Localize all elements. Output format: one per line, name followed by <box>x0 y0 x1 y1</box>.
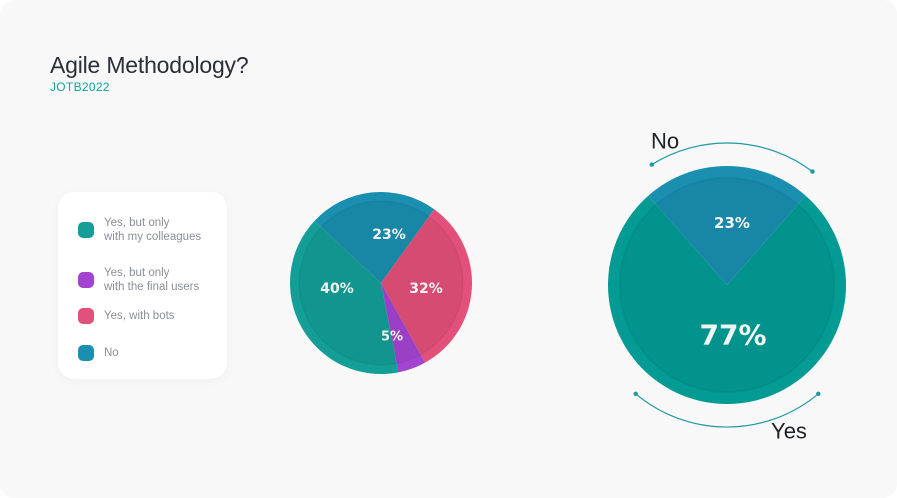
page-title: Agile Methodology? <box>50 52 249 78</box>
legend-swatch <box>78 308 94 324</box>
legend-label: Yes, with bots <box>104 310 175 322</box>
pie-chart-2: 23% 77% No Yes <box>608 129 847 444</box>
legend-label: Yes, but only with my colleagues <box>104 217 202 243</box>
pie-inner-ring <box>618 176 836 394</box>
category-label-no: No <box>651 129 679 154</box>
annotation-arc-dot <box>810 169 815 174</box>
legend-label: No <box>104 347 119 359</box>
pie-slice-shade <box>381 216 463 355</box>
pie-slice-shade <box>321 201 429 283</box>
yes-annotation-arc <box>635 393 819 428</box>
pie-inner-ring <box>298 200 464 366</box>
chart-legend: Yes, but only with my colleagues Yes, bu… <box>58 192 227 379</box>
pie-data-label: 40% <box>320 281 354 297</box>
pie-slice-shade <box>381 283 421 364</box>
pie-data-label: 23% <box>714 214 750 232</box>
legend-item-bots: Yes, with bots <box>78 308 175 324</box>
legend-swatch <box>78 272 94 288</box>
pie-slice-no <box>648 165 806 285</box>
pie-slice-shade <box>299 227 397 365</box>
pie-slice <box>290 220 399 375</box>
pie-slice <box>381 209 473 363</box>
legend-label: Yes, but only with the final users <box>104 267 200 293</box>
pie-data-label: 32% <box>409 281 443 297</box>
legend-item-final-users: Yes, but only with the final users <box>78 266 199 294</box>
legend-item-no: No <box>78 345 119 361</box>
pie-data-label: 77% <box>699 319 766 352</box>
pie-data-label: 5% <box>381 330 403 345</box>
legend-swatch <box>78 345 94 361</box>
legend-swatch <box>78 222 94 238</box>
no-annotation-arc <box>651 142 813 173</box>
legend-item-colleagues: Yes, but only with my colleagues <box>78 216 201 244</box>
pie-slice <box>314 192 435 283</box>
pie-slice-yes <box>608 195 847 404</box>
pie-chart-1: 40% 5% 32% 23% <box>290 192 473 375</box>
pie-inner-shade <box>619 177 835 393</box>
annotation-arc-dot <box>816 391 821 396</box>
category-label-yes: Yes <box>771 419 807 444</box>
pie-data-label: 23% <box>372 227 406 243</box>
page-subtitle: JOTB2022 <box>50 80 110 94</box>
pie-slice <box>381 283 426 373</box>
annotation-arc-dot <box>649 162 654 167</box>
annotation-arc-dot <box>633 391 638 396</box>
